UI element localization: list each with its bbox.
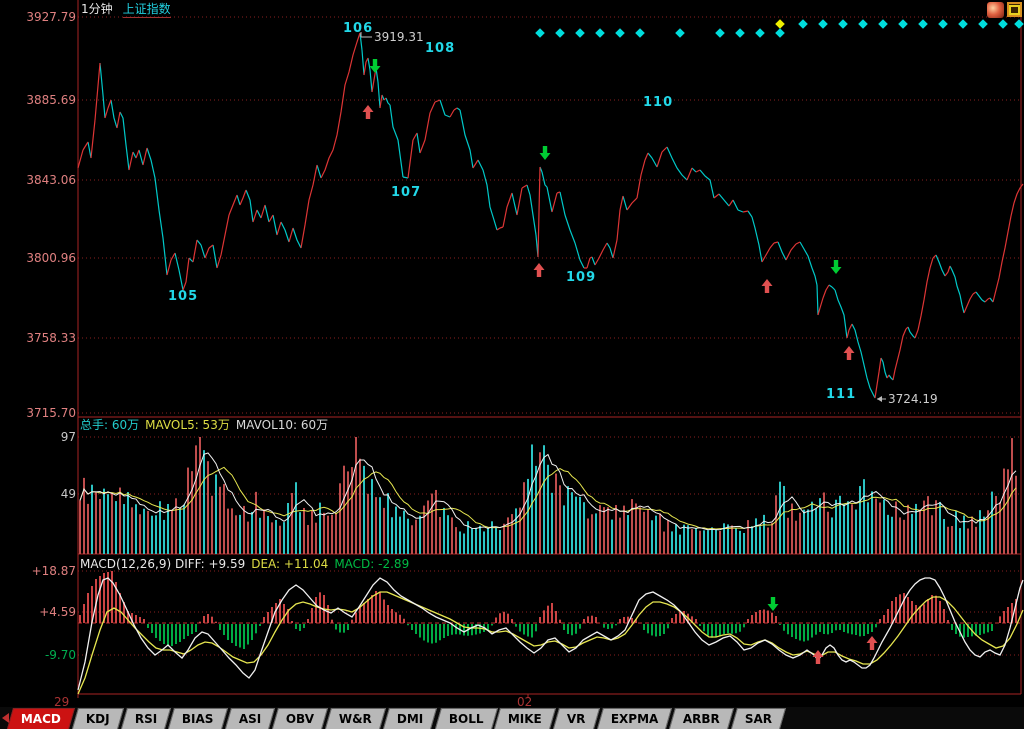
buy-arrow-icon xyxy=(812,650,824,664)
tab-kdj[interactable]: KDJ xyxy=(71,708,124,729)
volume-axis-label: 97 xyxy=(60,430,76,444)
wave-label-108: 108 xyxy=(425,41,456,56)
tab-label: ASI xyxy=(238,712,261,726)
macd-header-item: MACD: -2.89 xyxy=(334,557,410,571)
tab-asi[interactable]: ASI xyxy=(224,708,276,729)
chart-title: 1分钟 上证指数 xyxy=(81,2,171,18)
wave-label-110: 110 xyxy=(643,95,674,110)
price-axis-label: 3800.96 xyxy=(26,251,76,265)
gridlines xyxy=(78,16,1021,656)
price-callout: 3919.31 xyxy=(374,30,424,44)
price-axis-label: 3715.70 xyxy=(26,406,76,420)
time-axis-label: 02 xyxy=(517,695,533,709)
symbol-label: 上证指数 xyxy=(122,2,171,18)
price-axis-label: 3758.33 xyxy=(26,331,76,345)
tab-arbr[interactable]: ARBR xyxy=(669,708,735,729)
buy-arrow-icon xyxy=(866,636,878,650)
tab-label: ARBR xyxy=(682,712,720,726)
sell-arrow-icon xyxy=(830,260,842,274)
callout-lines xyxy=(360,32,886,402)
macd-header-item: DEA: +11.04 xyxy=(251,557,329,571)
app-logo-icon[interactable] xyxy=(987,2,1004,18)
tab-macd[interactable]: MACD xyxy=(6,708,76,729)
tab-vr[interactable]: VR xyxy=(553,708,600,729)
period-label: 1分钟 xyxy=(81,2,113,16)
wave-label-106: 106 xyxy=(343,21,374,36)
diff-line xyxy=(77,577,1024,691)
tab-wr[interactable]: W&R xyxy=(325,708,387,729)
wave-label-105: 105 xyxy=(168,289,199,304)
volume-header-item: MAVOL5: 53万 xyxy=(145,418,230,432)
signal-arrows xyxy=(362,59,878,664)
tab-rsi[interactable]: RSI xyxy=(120,708,172,729)
tab-label: MIKE xyxy=(508,712,542,726)
macd-axis-label: +18.87 xyxy=(31,564,76,578)
tab-obv[interactable]: OBV xyxy=(272,708,329,729)
sell-arrow-icon xyxy=(539,146,551,160)
volume-header-item: MAVOL10: 60万 xyxy=(235,418,329,432)
tab-boll[interactable]: BOLL xyxy=(434,708,498,729)
macd-panel-header: MACD(12,26,9) DIFF: +9.59 DEA: +11.04 MACD… xyxy=(80,557,415,571)
tab-label: MACD xyxy=(20,712,61,726)
indicator-tab-bar: MACD KDJ RSI BIAS ASI OBV W&R DMI BOLL MIKE VR EXPM… xyxy=(0,707,1024,729)
tab-label: SAR xyxy=(744,712,773,726)
price-axis-label: 3927.79 xyxy=(26,10,76,24)
macd-axis-label: -9.70 xyxy=(44,648,76,662)
price-line xyxy=(77,32,1024,399)
tab-sar[interactable]: SAR xyxy=(731,708,787,729)
macd-header-item: MACD(12,26,9) DIFF: +9.59 xyxy=(80,557,246,571)
wave-label-109: 109 xyxy=(566,270,597,285)
tab-label: DMI xyxy=(397,712,424,726)
price-callout: 3724.19 xyxy=(888,392,938,406)
dea-line xyxy=(77,591,1024,695)
tab-label: EXPMA xyxy=(610,712,658,726)
tab-bias[interactable]: BIAS xyxy=(168,708,228,729)
maximize-inner-glyph xyxy=(1009,4,1020,15)
price-axis-label: 3843.06 xyxy=(26,173,76,187)
tab-mike[interactable]: MIKE xyxy=(494,708,557,729)
tab-scroll-left-icon[interactable] xyxy=(0,707,10,729)
tab-label: BOLL xyxy=(448,712,484,726)
macd-axis-label: +4.59 xyxy=(39,605,76,619)
tab-label: BIAS xyxy=(181,712,214,726)
tab-label: KDJ xyxy=(85,712,110,726)
maximize-icon[interactable] xyxy=(1007,2,1022,17)
volume-axis-label: 49 xyxy=(60,487,76,501)
time-axis-label: 29 xyxy=(54,695,70,709)
buy-arrow-icon xyxy=(533,263,545,277)
macd-histogram xyxy=(79,571,1017,649)
buy-arrow-icon xyxy=(843,346,855,360)
tab-label: W&R xyxy=(339,712,373,726)
volume-bars xyxy=(79,437,1017,554)
wave-label-107: 107 xyxy=(391,185,422,200)
sell-arrow-icon xyxy=(767,597,779,611)
mavol5-line xyxy=(79,452,1017,531)
sell-arrow-icon xyxy=(369,59,381,73)
tab-dmi[interactable]: DMI xyxy=(383,708,438,729)
tab-expma[interactable]: EXPMA xyxy=(596,708,673,729)
mavol10-line xyxy=(79,466,1017,530)
buy-arrow-icon xyxy=(362,105,374,119)
signal-diamonds xyxy=(535,19,1024,38)
tab-label: VR xyxy=(566,712,586,726)
wave-label-111: 111 xyxy=(826,387,857,402)
price-axis-label: 3885.69 xyxy=(26,93,76,107)
volume-panel-header: 总手: 60万 MAVOL5: 53万 MAVOL10: 60万 xyxy=(80,418,334,432)
tab-label: RSI xyxy=(134,712,157,726)
tab-label: OBV xyxy=(285,712,315,726)
buy-arrow-icon xyxy=(761,279,773,293)
volume-header-item: 总手: 60万 xyxy=(80,418,140,432)
chart-frame xyxy=(77,0,1022,698)
